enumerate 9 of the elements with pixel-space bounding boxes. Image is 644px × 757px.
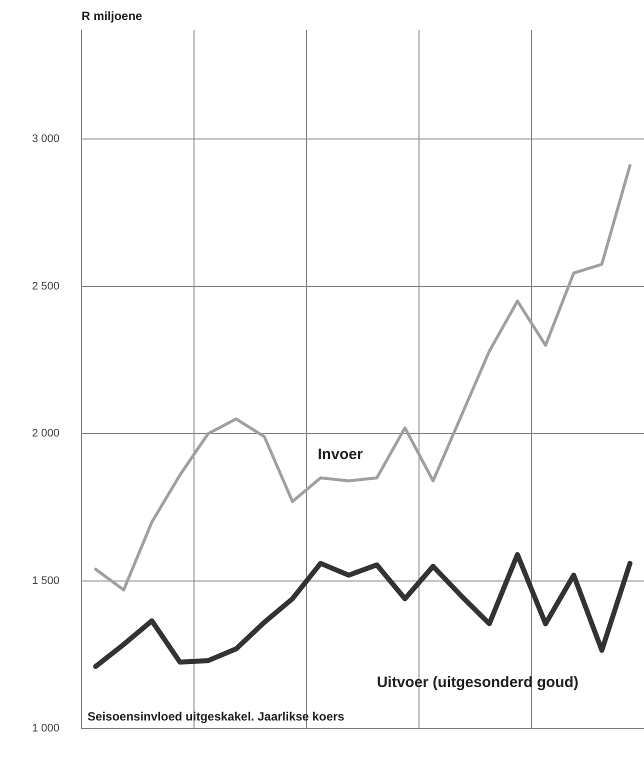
text: Uitvoer (uitgesonderd goud): [376, 674, 578, 692]
y-tick-label: 2 500: [32, 280, 60, 292]
y-tick-label: 2 000: [32, 428, 60, 440]
y-tick-label: 1 500: [32, 575, 60, 588]
annotation: Seisoensinvloed uitgeskakel. Jaarlikse koers: [88, 709, 345, 724]
y-tick-label: 1 000: [32, 722, 60, 734]
series-label: Invoer: [318, 446, 363, 463]
y-tick-label: 3 000: [32, 133, 60, 146]
y-axis-title: R miljoene: [82, 9, 143, 23]
